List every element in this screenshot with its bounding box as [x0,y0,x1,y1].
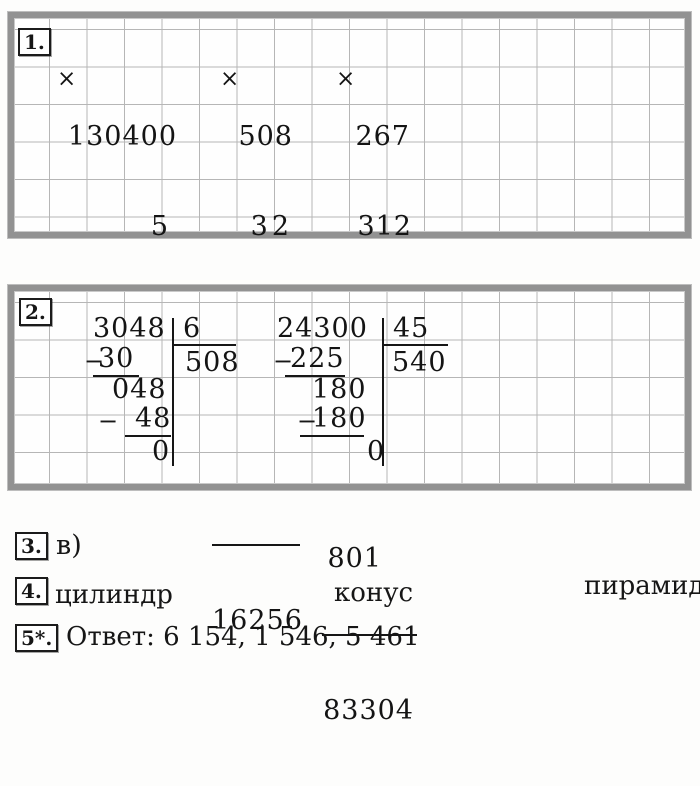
task4-number-badge: 4. [15,577,48,605]
product: 83304 [323,695,414,726]
quotient: 540 [392,347,447,378]
minus-sign: − [84,347,105,375]
subtraction-line-1 [93,375,139,377]
divisor: 45 [393,313,430,344]
times-sign: × [57,66,77,92]
times-sign: × [220,66,240,92]
task4-word-pyramid: пирамида [584,571,700,601]
times-sign: × [336,66,356,92]
final-remainder: 0 [152,436,171,467]
multiplier: 312 [357,211,412,242]
product: 16256 [212,605,303,636]
task3-answer: в) [56,530,82,561]
multiplier: 32 [250,211,293,242]
task4-word-cone: конус [334,578,414,608]
remainder-1: 048 [112,374,167,405]
minus-sign: − [98,407,119,435]
division-vertical-bar [172,318,174,466]
workbook-page: 1. × 130400 5 652000 × 508 32 1016 1524 … [8,12,700,726]
task2-number-badge: 2. [19,298,52,326]
subtrahend-1: 225 [290,343,345,374]
quotient-line [382,344,448,346]
sum-line [322,634,417,636]
dividend: 24300 [277,313,368,344]
partial-product-3: 801 [327,543,382,574]
division-vertical-bar [382,318,384,466]
minus-sign: − [297,407,318,435]
task2-grid-box: 2. 3048 6 508 − 30 048 − 48 0 24300 45 5… [8,285,691,490]
final-remainder: 0 [367,436,386,467]
task3-number-badge: 3. [15,532,48,560]
multiplicand: 130400 [67,121,177,152]
subtraction-line-2 [125,435,171,437]
subtrahend-2: 48 [135,403,172,434]
quotient-line [172,344,236,346]
quotient: 508 [185,347,240,378]
minus-sign: − [273,347,294,375]
subtrahend-1: 30 [98,343,135,374]
sum-line [212,544,300,546]
task1-number-badge: 1. [18,28,51,56]
task4-word-cylinder: цилиндр [55,580,173,610]
subtraction-line-2 [300,435,364,437]
divisor: 6 [183,313,202,344]
task5-answer: Ответ: 6 154, 1 546, 5 461 [66,622,420,652]
multiplier: 5 [150,211,169,242]
dividend: 3048 [93,313,166,344]
remainder-1: 180 [312,374,367,405]
multiplicand: 508 [238,121,293,152]
multiplicand: 267 [355,121,410,152]
task1-grid-box: 1. × 130400 5 652000 × 508 32 1016 1524 … [8,12,691,726]
subtrahend-2: 180 [312,403,367,434]
subtraction-line-1 [285,375,345,377]
task5-number-badge: 5*. [15,624,59,652]
